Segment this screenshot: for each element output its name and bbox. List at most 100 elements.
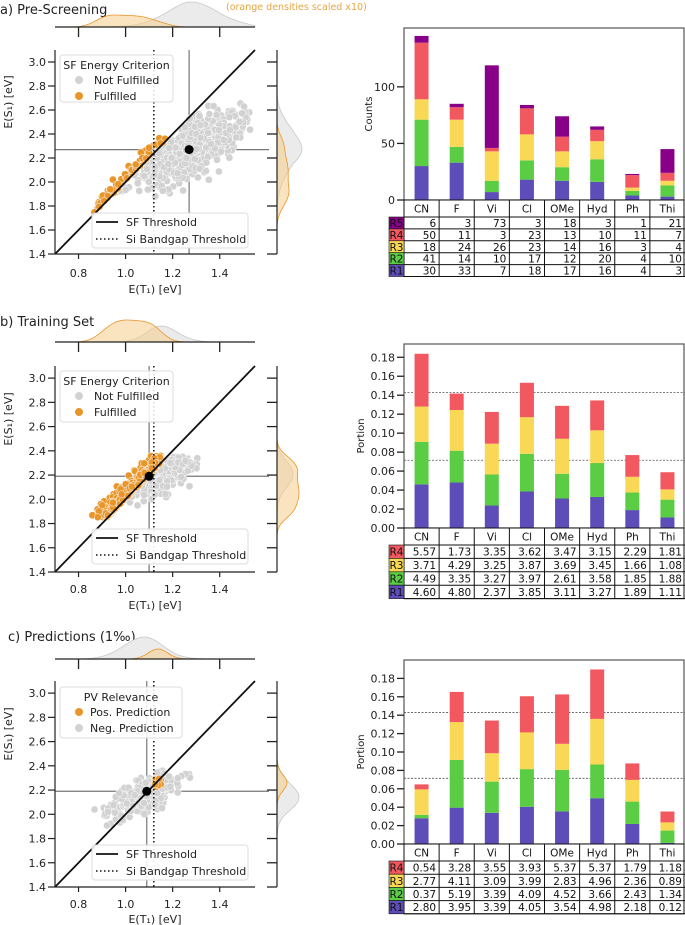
- grey-point: [215, 167, 223, 176]
- table-cell: 1.88: [659, 574, 682, 586]
- y-tick-label: 2.8: [29, 80, 47, 93]
- grey-point: [90, 805, 99, 814]
- bar-r1-ph: [625, 195, 640, 200]
- y-tick-label: 0.02: [371, 503, 396, 516]
- table-cell: 1.79: [623, 863, 646, 875]
- grey-point: [246, 125, 254, 134]
- bar-r2-cl: [519, 453, 534, 492]
- table-cell: 4.11: [448, 876, 471, 888]
- table-cell: 2.80: [413, 902, 436, 914]
- y-tick-label: 2.2: [29, 784, 47, 797]
- orange-point: [103, 511, 112, 520]
- bar-r4-f: [449, 393, 464, 411]
- table-cell: 3.25: [483, 560, 506, 572]
- bar-r1-thi: [660, 842, 675, 844]
- legend-label: SF Threshold: [126, 216, 197, 229]
- table-cell: 3.95: [448, 902, 471, 914]
- bar-r3-vi: [484, 443, 499, 475]
- bar-r2-ome: [555, 473, 570, 499]
- table-cell: 4.98: [588, 902, 611, 914]
- legend-title: SF Energy Criterion: [63, 375, 169, 388]
- grey-point: [180, 123, 189, 132]
- grey-point: [225, 153, 234, 162]
- y-tick-label: 3.0: [29, 687, 47, 700]
- table-cell: 3.99: [518, 876, 541, 888]
- table-cell: 17: [528, 254, 541, 266]
- table-cell: 3.55: [483, 863, 506, 875]
- table-cell: 5.19: [448, 889, 471, 901]
- table-header-cell: Hyd: [587, 848, 608, 860]
- legend-box: [59, 54, 174, 103]
- table-cell: 3: [640, 242, 647, 254]
- bar-r3-ome: [555, 438, 570, 474]
- grey-point: [196, 121, 205, 129]
- bar-r1-hyd: [590, 496, 605, 528]
- bar-r4-f: [449, 107, 464, 120]
- grey-point: [225, 113, 234, 122]
- table-cell: 18: [563, 218, 576, 230]
- row-label: R3: [390, 876, 404, 888]
- table-header-cell: CN: [414, 532, 429, 544]
- grey-point: [141, 778, 150, 787]
- y-tick-label: 2.4: [29, 760, 47, 773]
- grey-point: [182, 153, 191, 162]
- bar-r3-thi: [660, 822, 675, 831]
- table-cell: 16: [598, 266, 612, 278]
- orange-point: [140, 459, 148, 468]
- table-cell: 4.29: [448, 560, 471, 572]
- table-cell: 3.93: [518, 863, 541, 875]
- table-cell: 1.34: [659, 889, 683, 901]
- bar-r1-ph: [625, 823, 640, 844]
- marker-legend: PV Relevance Pos. Prediction Neg. Predicti…: [59, 686, 183, 739]
- x-tick-label: 1.4: [211, 267, 229, 280]
- bar-r2-thi: [660, 185, 675, 197]
- legend-marker-icon: [75, 76, 83, 84]
- bar-r3-f: [449, 410, 464, 451]
- table-header-cell: OMe: [550, 848, 574, 860]
- bar-r2-f: [449, 146, 464, 163]
- table-cell: 3: [465, 218, 472, 230]
- table-cell: 4.05: [518, 902, 541, 914]
- grey-point: [191, 155, 199, 163]
- table-cell: 11: [634, 230, 647, 242]
- bar-r2-cn: [414, 441, 429, 485]
- bar-r5-thi: [660, 149, 675, 173]
- grey-point: [173, 788, 182, 797]
- y-tick-label: 0.08: [371, 764, 396, 777]
- grey-point: [166, 782, 175, 791]
- legend-marker-icon: [75, 708, 83, 716]
- y-tick-label: 0.12: [371, 728, 396, 741]
- bar-r2-hyd: [590, 764, 605, 799]
- y-tick-label: 0.16: [371, 370, 396, 383]
- grey-point: [131, 791, 139, 800]
- grey-point: [213, 155, 221, 164]
- legend-label: Si Bandgap Threshold: [126, 233, 246, 246]
- bar-r3-cn: [414, 406, 429, 442]
- table-cell: 1.85: [623, 574, 646, 586]
- bar-r5-cl: [519, 104, 534, 109]
- x-axis-label: E(T₁) [eV]: [128, 599, 181, 612]
- y-tick-label: 2.0: [29, 176, 47, 189]
- row-label: R2: [390, 889, 404, 901]
- bar-r4-ome: [555, 694, 570, 744]
- y-tick-label: 1.8: [29, 518, 47, 531]
- grey-point: [111, 808, 119, 817]
- grey-point: [232, 133, 241, 142]
- bar-r3-vi: [484, 151, 499, 181]
- bar-r1-cl: [519, 806, 534, 844]
- plot-frame: [403, 343, 685, 529]
- y-tick-label: 0.00: [371, 522, 396, 535]
- row-label: R5: [390, 218, 404, 230]
- grey-point: [195, 112, 204, 120]
- table-cell: 13: [563, 230, 576, 242]
- y-tick-label: 0.04: [371, 801, 396, 814]
- table-cell: 1.11: [659, 587, 682, 599]
- table-header-cell: Ph: [626, 204, 639, 216]
- table-header-cell: F: [454, 848, 460, 860]
- table-cell: 2.36: [623, 876, 647, 888]
- bar-r1-cn: [414, 166, 429, 200]
- table-header-cell: Thi: [658, 532, 675, 544]
- table-header-cell: Vi: [487, 848, 497, 860]
- legend-box: [91, 528, 249, 565]
- table-header-cell: F: [454, 204, 460, 216]
